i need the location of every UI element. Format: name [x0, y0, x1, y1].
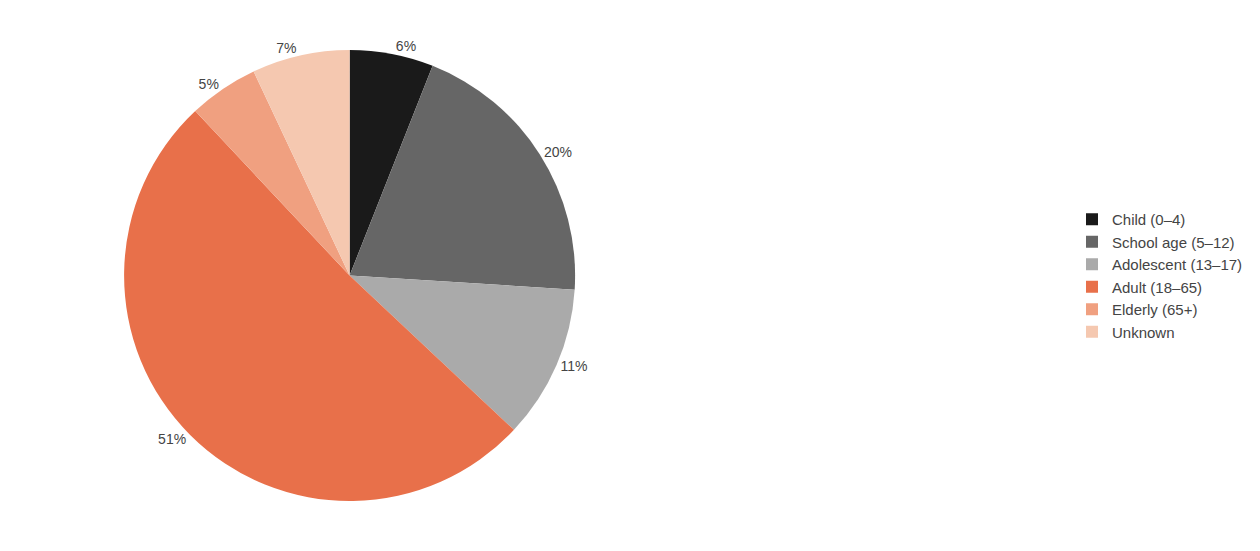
svg-text:5%: 5%: [199, 76, 219, 92]
svg-text:11%: 11%: [561, 358, 588, 374]
svg-text:Adult (18–65): Adult (18–65): [1112, 279, 1202, 296]
svg-text:Elderly (65+): Elderly (65+): [1112, 301, 1197, 318]
svg-text:20%: 20%: [544, 144, 572, 160]
svg-text:51%: 51%: [158, 431, 186, 447]
svg-text:7%: 7%: [276, 40, 296, 56]
svg-text:6%: 6%: [396, 38, 416, 54]
svg-text:School age (5–12): School age (5–12): [1112, 234, 1235, 251]
svg-text:Adolescent (13–17): Adolescent (13–17): [1112, 256, 1242, 273]
svg-text:Unknown: Unknown: [1112, 324, 1175, 341]
svg-text:Child (0–4): Child (0–4): [1112, 211, 1185, 228]
